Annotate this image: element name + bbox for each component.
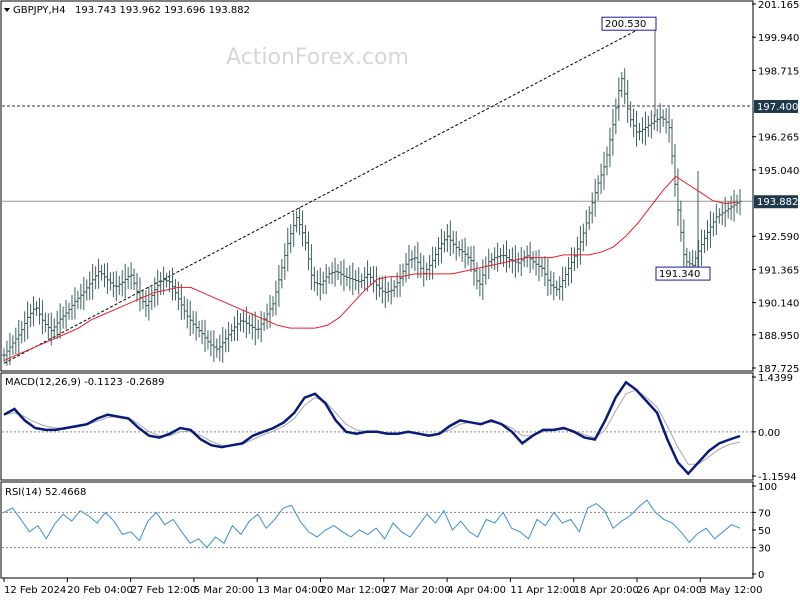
rsi-y-axis: 100 70 50 30 0 [752, 482, 777, 581]
price-tick-label: 198.715 [758, 66, 799, 77]
low-callout: 191.340 [655, 266, 711, 281]
price-tick-label: 191.365 [758, 265, 799, 276]
x-tick-label: 5 Mar 20:00 [194, 585, 254, 596]
price-level-tag-label: 193.882 [757, 197, 798, 208]
price-panel-frame [0, 0, 754, 372]
rsi-levels [2, 511, 752, 549]
price-tick-label: 188.950 [758, 331, 799, 342]
price-level-tag [754, 195, 798, 209]
x-tick-label: 26 Apr 04:00 [637, 585, 702, 596]
price-tick-label: 201.165 [758, 0, 799, 11]
x-tick-label: 18 Apr 20:00 [574, 585, 639, 596]
x-tick-label: 27 Feb 12:00 [131, 585, 197, 596]
watermark: ActionForex.com [226, 45, 409, 70]
symbol-label: GBPJPY,H4 [13, 5, 66, 16]
x-tick-label: 20 Mar 12:00 [321, 585, 388, 596]
low-callout-box [655, 266, 711, 281]
price-level-tag-label: 197.400 [757, 102, 798, 113]
high-callout-box [601, 16, 657, 31]
rsi-label: RSI(14) 52.4668 [5, 487, 86, 498]
price-bar [738, 189, 742, 216]
x-tick-label: 27 Mar 20:00 [384, 585, 451, 596]
high-callout-text: 200.530 [605, 19, 646, 30]
dropdown-triangle-icon[interactable] [4, 8, 10, 12]
price-levels [2, 105, 752, 202]
rsi-line [3, 499, 741, 549]
high-callout: 200.530 [601, 16, 657, 31]
macd-y-axis: 1.4399 0.00 -1.1594 [752, 373, 797, 483]
macd-main-line [3, 380, 741, 476]
rsi-tick-label: 70 [758, 508, 771, 519]
x-tick-label: 3 May 12:00 [700, 585, 762, 596]
x-tick-label: 13 Mar 04:00 [257, 585, 324, 596]
price-tick-label: 195.040 [758, 166, 799, 177]
macd-tick-label: -1.1594 [758, 472, 797, 483]
price-tick-label: 187.725 [758, 364, 799, 375]
low-callout-text: 191.340 [659, 269, 700, 280]
x-tick-label: 20 Feb 04:00 [67, 585, 133, 596]
macd-panel-frame [0, 372, 754, 481]
price-y-axis: 201.165 199.940 198.715 196.265 195.040 192.5… [752, 0, 799, 375]
price-tick-label: 190.140 [758, 299, 799, 310]
x-tick-label: 4 Apr 04:00 [447, 585, 506, 596]
rsi-tick-label: 50 [758, 526, 771, 537]
price-tick-label: 192.590 [758, 232, 799, 243]
price-tick-label: 196.265 [758, 133, 799, 144]
x-tick-label: 12 Feb 2024 [4, 585, 66, 596]
moving-average-line [3, 175, 739, 362]
macd-tick-label: 1.4399 [758, 373, 793, 384]
rsi-tick-label: 0 [758, 570, 764, 581]
macd-label: MACD(12,26,9) -0.1123 -0.2689 [5, 377, 165, 388]
rsi-tick-label: 30 [758, 544, 771, 555]
rsi-panel-frame [0, 481, 754, 579]
price-bars [2, 21, 742, 366]
trendline[interactable] [3, 20, 655, 364]
ohlc-label: 193.743 193.962 193.696 193.882 [75, 5, 250, 16]
rsi-tick-label: 100 [758, 482, 777, 493]
price-level-tag [754, 99, 798, 113]
macd-tick-label: 0.00 [758, 428, 780, 439]
x-tick-label: 11 Apr 12:00 [510, 585, 575, 596]
price-tick-label: 199.940 [758, 33, 799, 44]
